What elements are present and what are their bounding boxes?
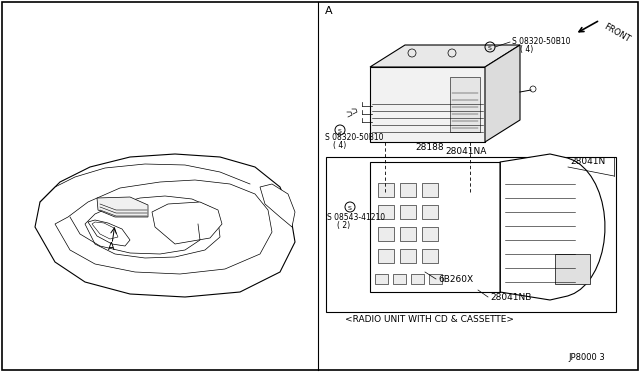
Text: FRONT: FRONT	[602, 22, 632, 44]
Polygon shape	[97, 197, 148, 217]
Bar	[555, 254, 590, 284]
Text: S: S	[488, 46, 492, 51]
Text: 28188: 28188	[415, 143, 444, 152]
Polygon shape	[485, 45, 520, 142]
Polygon shape	[35, 154, 295, 297]
Bar	[375, 274, 388, 284]
Text: S: S	[337, 129, 341, 134]
Text: ( 4): ( 4)	[333, 141, 346, 150]
Text: 28041NA: 28041NA	[445, 147, 486, 156]
Bar	[400, 249, 416, 263]
Bar	[326, 157, 616, 312]
Text: S 08320-50B10: S 08320-50B10	[325, 133, 383, 142]
Polygon shape	[152, 202, 222, 244]
Polygon shape	[88, 220, 130, 246]
Bar	[450, 77, 480, 132]
Polygon shape	[55, 180, 272, 274]
Polygon shape	[260, 184, 295, 227]
Bar	[378, 249, 394, 263]
Bar	[422, 249, 438, 263]
Bar	[422, 205, 438, 219]
Text: 28041NB: 28041NB	[490, 293, 531, 302]
Bar	[411, 274, 424, 284]
Bar	[400, 205, 416, 219]
Text: A: A	[325, 6, 333, 16]
Text: 28041N: 28041N	[570, 157, 605, 166]
Bar	[378, 227, 394, 241]
Polygon shape	[85, 196, 220, 258]
Polygon shape	[370, 45, 520, 67]
Text: S 08543-41210: S 08543-41210	[327, 213, 385, 222]
Bar	[378, 205, 394, 219]
Polygon shape	[500, 154, 605, 300]
Text: ( 2): ( 2)	[337, 221, 350, 230]
Bar	[400, 227, 416, 241]
Text: 6B260X: 6B260X	[438, 275, 473, 284]
Text: <RADIO UNIT WITH CD & CASSETTE>: <RADIO UNIT WITH CD & CASSETTE>	[345, 315, 514, 324]
Text: S: S	[348, 206, 351, 211]
Polygon shape	[370, 67, 485, 142]
Bar	[370, 162, 500, 292]
Bar	[429, 274, 442, 284]
Bar	[393, 274, 406, 284]
Bar	[422, 227, 438, 241]
Bar	[400, 183, 416, 197]
Text: A: A	[108, 242, 115, 252]
Text: ( 4): ( 4)	[520, 45, 533, 54]
Polygon shape	[92, 222, 118, 239]
Text: JP8000 3: JP8000 3	[568, 353, 605, 362]
Bar	[378, 183, 394, 197]
Bar	[422, 183, 438, 197]
Text: S 08320-50B10: S 08320-50B10	[512, 37, 570, 46]
